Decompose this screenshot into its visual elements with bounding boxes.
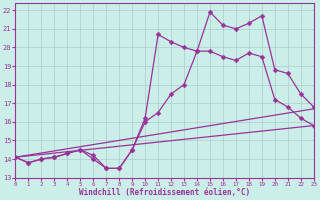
X-axis label: Windchill (Refroidissement éolien,°C): Windchill (Refroidissement éolien,°C) [79, 188, 250, 197]
